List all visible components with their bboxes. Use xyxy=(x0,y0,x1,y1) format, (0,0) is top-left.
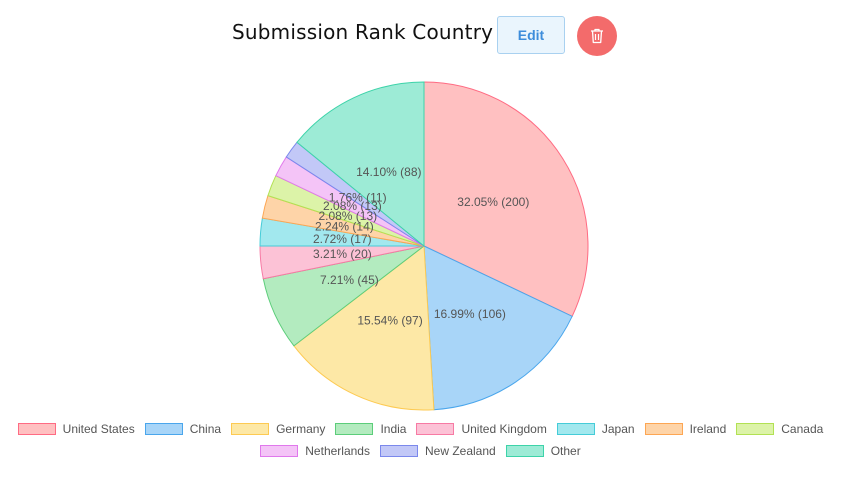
chart-header: Submission Rank Country Edit xyxy=(0,16,841,56)
slice-label-germany: 15.54% (97) xyxy=(357,314,422,328)
legend-label: United States xyxy=(62,422,135,436)
trash-icon xyxy=(591,28,603,44)
legend-swatch xyxy=(736,423,775,435)
legend-label: Netherlands xyxy=(305,444,370,458)
legend-item-new-zealand[interactable]: New Zealand xyxy=(379,440,496,462)
chart-title: Submission Rank Country xyxy=(232,20,494,44)
legend-swatch xyxy=(556,423,595,435)
slice-label-united-states: 32.05% (200) xyxy=(457,195,529,209)
slice-label-ireland: 2.24% (14) xyxy=(315,219,374,233)
slice-label-china: 16.99% (106) xyxy=(434,307,506,321)
chart-legend: United States China Germany India United Kin… xyxy=(0,418,841,462)
legend-item-germany[interactable]: Germany xyxy=(231,418,325,440)
pie-slice-germany[interactable] xyxy=(293,245,435,411)
slice-label-japan: 2.72% (17) xyxy=(313,232,372,246)
legend-swatch xyxy=(260,445,299,457)
legend-label: Japan xyxy=(601,422,635,436)
legend-label: Other xyxy=(550,444,581,458)
legend-swatch xyxy=(144,423,183,435)
pie-chart: 32.05% (200) 16.99% (106) 15.54% (97) 7.21%… xyxy=(259,81,589,411)
pie-slice-china[interactable] xyxy=(423,245,573,411)
legend-item-china[interactable]: China xyxy=(144,418,222,440)
legend-swatch xyxy=(505,445,544,457)
slice-label-new-zealand: 1.76% (11) xyxy=(329,191,387,205)
legend-item-united-kingdom[interactable]: United Kingdom xyxy=(416,418,547,440)
legend-item-canada[interactable]: Canada xyxy=(736,418,823,440)
legend-item-ireland[interactable]: Ireland xyxy=(644,418,727,440)
edit-button[interactable]: Edit xyxy=(497,16,565,54)
legend-swatch xyxy=(335,423,374,435)
legend-swatch xyxy=(231,423,270,435)
legend-label: Canada xyxy=(781,422,824,436)
slice-label-other: 14.10% (88) xyxy=(356,165,421,179)
slice-label-canada: 2.08% (13) xyxy=(318,209,377,223)
legend-item-other[interactable]: Other xyxy=(505,440,581,462)
slice-label-united-kingdom: 3.21% (20) xyxy=(313,247,372,261)
pie-slice-united-states[interactable] xyxy=(423,81,589,317)
legend-label: Ireland xyxy=(689,422,727,436)
legend-label: India xyxy=(380,422,407,436)
legend-label: United Kingdom xyxy=(461,422,547,436)
legend-label: China xyxy=(189,422,222,436)
legend-item-netherlands[interactable]: Netherlands xyxy=(260,440,370,462)
slice-label-india: 7.21% (45) xyxy=(320,273,379,287)
legend-swatch xyxy=(644,423,683,435)
pie-slice-other[interactable] xyxy=(296,81,425,248)
legend-label: New Zealand xyxy=(424,444,496,458)
legend-item-india[interactable]: India xyxy=(335,418,406,440)
legend-swatch xyxy=(416,423,455,435)
legend-item-united-states[interactable]: United States xyxy=(17,418,135,440)
slice-label-netherlands: 2.08% (13) xyxy=(323,199,382,213)
legend-label: Germany xyxy=(276,422,326,436)
legend-swatch xyxy=(17,423,56,435)
legend-item-japan[interactable]: Japan xyxy=(556,418,635,440)
delete-button[interactable] xyxy=(577,16,617,56)
legend-swatch xyxy=(379,445,418,457)
